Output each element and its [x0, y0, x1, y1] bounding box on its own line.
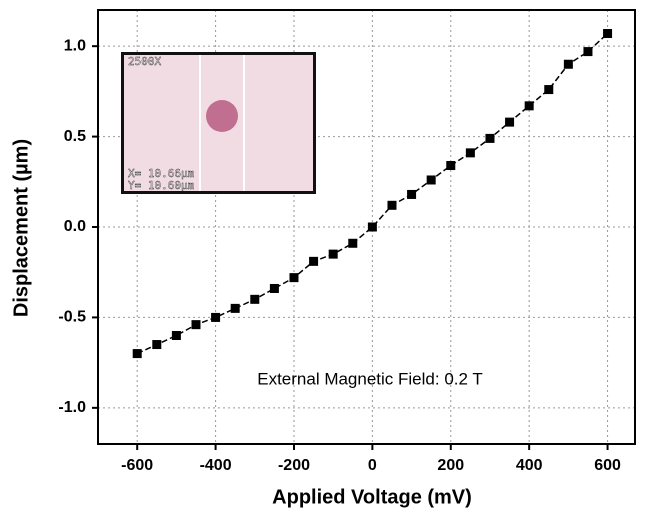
x-tick-label: -200	[278, 457, 310, 474]
y-tick-label: -1.0	[58, 399, 86, 416]
x-tick-label: -600	[121, 457, 153, 474]
marker	[583, 47, 593, 57]
y-tick-label: 0.0	[64, 218, 86, 235]
y-tick-label: 0.5	[64, 128, 86, 145]
marker	[387, 200, 397, 210]
marker	[269, 283, 279, 293]
annotation: External Magnetic Field: 0.2 T	[257, 369, 483, 388]
marker	[328, 249, 338, 259]
marker	[250, 294, 260, 304]
marker	[524, 101, 534, 111]
x-axis-label: Applied Voltage (mV)	[272, 486, 472, 508]
marker	[426, 175, 436, 185]
marker	[289, 273, 299, 283]
marker	[171, 331, 181, 340]
marker	[465, 148, 475, 158]
inset-y-reading: Y= 10.60µm	[128, 179, 195, 192]
inset-dot	[206, 100, 238, 132]
marker	[563, 59, 573, 69]
marker	[191, 320, 201, 330]
x-tick-label: 200	[437, 457, 464, 474]
y-axis-label: Displacement (µm)	[10, 139, 32, 317]
x-tick-label: -400	[200, 457, 232, 474]
marker	[367, 222, 377, 232]
inset-photo: 2500X X= 10.66µm Y= 10.60µm	[121, 52, 316, 194]
inset-magnification: 2500X	[128, 55, 161, 68]
marker	[211, 312, 221, 322]
marker	[505, 117, 515, 127]
marker	[152, 340, 162, 350]
y-tick-label: -0.5	[58, 309, 86, 326]
x-tick-label: 400	[516, 457, 543, 474]
marker	[603, 29, 613, 39]
marker	[132, 349, 142, 359]
inset-x-reading: X= 10.66µm	[128, 167, 195, 180]
marker	[544, 85, 554, 95]
marker	[309, 256, 319, 266]
marker	[348, 238, 358, 248]
marker	[230, 303, 240, 313]
x-tick-label: 0	[368, 457, 377, 474]
x-tick-label: 600	[594, 457, 621, 474]
marker	[407, 189, 417, 199]
marker	[485, 133, 495, 143]
y-tick-label: 1.0	[64, 37, 86, 54]
plot-frame	[97, 9, 636, 445]
marker	[446, 161, 456, 171]
